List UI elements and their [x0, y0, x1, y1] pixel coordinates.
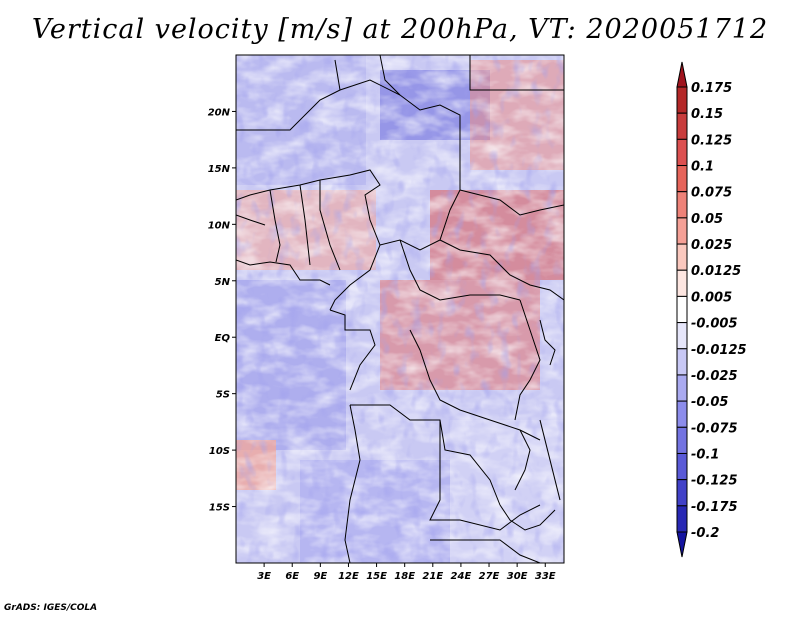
colorbar-segment — [676, 112, 688, 140]
colorbar-label: -0.0125 — [691, 343, 747, 358]
map-frame — [235, 54, 565, 564]
colorbar-label: 0.15 — [691, 107, 723, 122]
colorbar-label: -0.125 — [691, 474, 738, 489]
colorbar-segment — [676, 191, 688, 219]
x-tick-label: 33E — [535, 571, 556, 582]
colorbar-segment — [676, 400, 688, 428]
y-tick-label: 20N — [208, 107, 231, 118]
colorbar-label: 0.005 — [691, 290, 732, 305]
colorbar-segment — [676, 243, 688, 271]
colorbar-segment — [676, 138, 688, 167]
colorbar-segment — [676, 61, 688, 88]
colorbar-segment — [676, 479, 688, 507]
colorbar-segment — [676, 269, 688, 297]
colorbar: 0.175 0.15 0.125 0.1 0.075 0.05 0.025 0.0125 0.0… — [676, 61, 747, 558]
x-tick-label: 27E — [479, 571, 500, 582]
colorbar-segment — [676, 86, 688, 114]
colorbar-label: 0.075 — [691, 186, 732, 201]
x-tick-label: 18E — [394, 571, 415, 582]
colorbar-label: 0.05 — [691, 212, 723, 227]
colorbar-segment — [676, 322, 688, 350]
colorbar-segment — [676, 295, 688, 324]
x-tick-label: 15E — [366, 571, 387, 582]
x-tick-label: 24E — [451, 571, 472, 582]
chart-title: Vertical velocity [m/s] at 200hPa, VT: 2… — [31, 14, 769, 45]
colorbar-label: -0.025 — [691, 369, 738, 384]
colorbar-segment — [676, 165, 688, 193]
colorbar-label: 0.175 — [691, 81, 732, 96]
x-tick-label: 30E — [507, 571, 528, 582]
colorbar-segment — [676, 348, 688, 376]
colorbar-label: -0.075 — [691, 421, 738, 436]
x-tick-label: 6E — [285, 571, 299, 582]
colorbar-segment — [676, 217, 688, 245]
x-tick-label: 9E — [313, 571, 327, 582]
grads-credit: GrADS: IGES/COLA — [4, 603, 98, 613]
x-tick-label: 12E — [338, 571, 359, 582]
colorbar-label: -0.1 — [691, 447, 719, 462]
y-tick-label: 10S — [209, 446, 230, 457]
y-tick-label: 5S — [216, 390, 230, 401]
colorbar-label: 0.0125 — [691, 264, 741, 279]
y-tick-label: EQ — [215, 333, 231, 344]
colorbar-label: -0.175 — [691, 500, 738, 515]
colorbar-label: 0.1 — [691, 160, 714, 175]
colorbar-segment — [676, 374, 688, 402]
colorbar-segment — [676, 531, 688, 558]
x-tick-label: 3E — [257, 571, 271, 582]
colorbar-segment — [676, 452, 688, 481]
colorbar-segment — [676, 505, 688, 533]
colorbar-segment — [676, 426, 688, 454]
colorbar-label: -0.2 — [691, 526, 719, 541]
x-axis-ticks: 3E 6E 9E 12E 15E 18E 21E 24E 27E 30E 33E — [257, 563, 556, 582]
y-axis-ticks: 20N 15N 10N 5N EQ 5S 10S 15S — [208, 107, 236, 514]
y-tick-label: 5N — [215, 277, 231, 288]
x-tick-label: 21E — [422, 571, 443, 582]
y-tick-label: 10N — [208, 220, 231, 231]
y-tick-label: 15S — [209, 503, 230, 514]
colorbar-label: -0.05 — [691, 395, 728, 410]
colorbar-label: 0.125 — [691, 133, 732, 148]
colorbar-label: 0.025 — [691, 238, 732, 253]
velocity-field-map — [236, 55, 564, 563]
y-tick-label: 15N — [208, 164, 231, 175]
colorbar-label: -0.005 — [691, 317, 738, 332]
